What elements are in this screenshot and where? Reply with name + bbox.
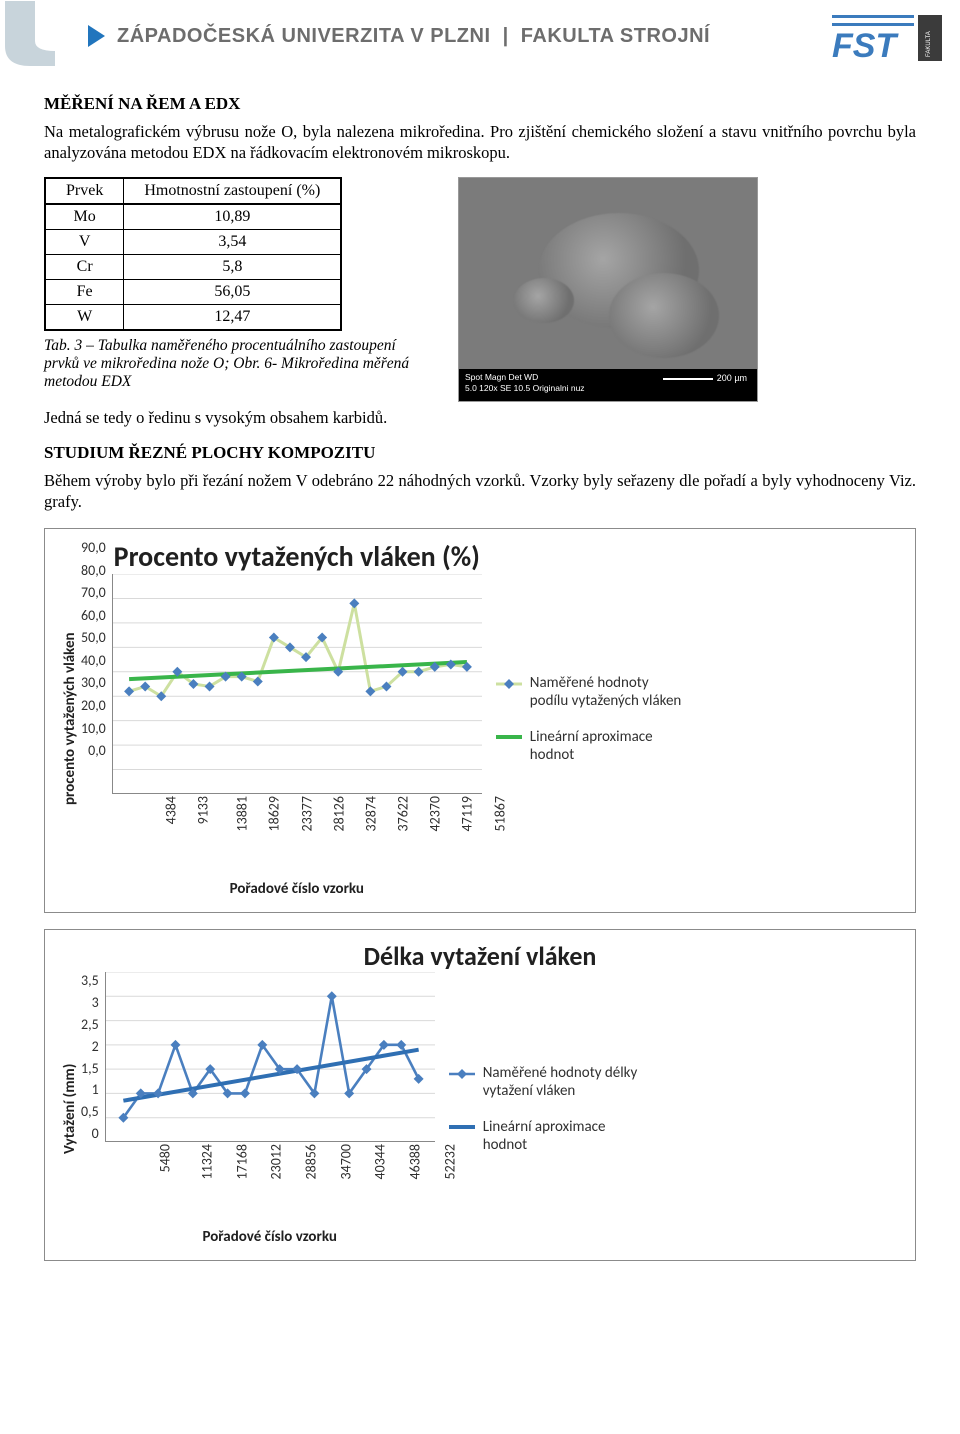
table-row: Fe56,05 — [45, 280, 341, 305]
chart1-xlabel: Pořadové číslo vzorku — [112, 880, 482, 898]
xtick-label: 47119 — [459, 796, 476, 831]
chart2-legend1: Naměřené hodnoty délky vytažení vláken — [483, 1064, 643, 1100]
cell-element: Cr — [45, 255, 124, 280]
cell-value: 5,8 — [124, 255, 341, 280]
ytick-label: 3,5 — [81, 972, 99, 989]
cell-value: 12,47 — [124, 305, 341, 331]
element-table: Prvek Hmotnostní zastoupení (%) Mo10,89V… — [44, 177, 342, 331]
xtick-label: 28856 — [302, 1144, 319, 1179]
sem-micrograph: Spot Magn Det WD 5.0 120x SE 10.5 Origin… — [458, 177, 758, 402]
xtick-label: 46388 — [407, 1144, 424, 1179]
ytick-label: 3 — [81, 994, 99, 1011]
table-caption: Tab. 3 – Tabulka naměřeného procentuální… — [44, 337, 424, 391]
xtick-label: 11324 — [198, 1144, 215, 1179]
header-university: ZÁPADOČESKÁ UNIVERZITA V PLZNI — [117, 25, 491, 47]
page-header: ZÁPADOČESKÁ UNIVERZITA V PLZNI | FAKULTA… — [0, 0, 960, 72]
paragraph-samples: Během výroby bylo při řezání nožem V ode… — [44, 471, 916, 512]
header-title: ZÁPADOČESKÁ UNIVERZITA V PLZNI | FAKULTA… — [117, 25, 710, 48]
ytick-label: 40,0 — [81, 652, 106, 669]
chart2-xticks: 5480113241716823012288563470040344463885… — [105, 1142, 435, 1202]
sem-scale-label: 200 µm — [717, 373, 747, 384]
xtick-label: 13881 — [234, 796, 251, 831]
ytick-label: 1 — [81, 1081, 99, 1098]
cell-element: W — [45, 305, 124, 331]
legend-line-icon — [449, 1125, 475, 1129]
xtick-label: 37622 — [395, 796, 412, 831]
ytick-label: 30,0 — [81, 674, 106, 691]
chart2-xlabel: Pořadové číslo vzorku — [105, 1228, 435, 1246]
chart1-title: Procento vytažených vláken (%) — [112, 539, 482, 574]
header-faculty: FAKULTA STROJNÍ — [521, 25, 710, 47]
ytick-label: 90,0 — [81, 539, 106, 556]
xtick-label: 51867 — [491, 796, 508, 831]
chart1-xticks: 4384 9133 13881 18629 23377 28126 32874 37622 42… — [112, 794, 482, 854]
cell-value: 10,89 — [124, 204, 341, 230]
section-title-composite: STUDIUM ŘEZNÉ PLOCHY KOMPOZITU — [44, 443, 916, 463]
section-title-measurement: MĚŘENÍ NA ŘEM A EDX — [44, 94, 916, 114]
table-header-mass: Hmotnostní zastoupení (%) — [124, 178, 341, 204]
cell-element: Fe — [45, 280, 124, 305]
xtick-label: 52232 — [441, 1144, 458, 1179]
chart1-plot — [112, 574, 482, 794]
ytick-label: 1,5 — [81, 1060, 99, 1077]
sem-info-bar: Spot Magn Det WD 5.0 120x SE 10.5 Origin… — [459, 369, 757, 401]
university-logo-icon — [0, 1, 70, 71]
table-header-element: Prvek — [45, 178, 124, 204]
fst-logo-icon: FST FAKULTA — [832, 7, 942, 65]
xtick-label: 9133 — [194, 796, 211, 824]
xtick-label: 40344 — [372, 1144, 389, 1179]
xtick-label: 23012 — [268, 1144, 285, 1179]
svg-text:FAKULTA: FAKULTA — [926, 31, 932, 57]
ytick-label: 2 — [81, 1038, 99, 1055]
chart-percent-fibers: procento vytažených vláken 90,0 80,0 70,0 6… — [44, 528, 916, 913]
paragraph-intro: Na metalografickém výbrusu nože O, byla … — [44, 122, 916, 163]
xtick-label: 28126 — [330, 796, 347, 831]
chart1-yticks: 90,0 80,0 70,0 60,0 50,0 40,0 30,0 20,0 10,0 0,0 — [81, 539, 112, 759]
ytick-label: 70,0 — [81, 584, 106, 601]
cell-element: V — [45, 230, 124, 255]
chart2-legend: Naměřené hodnoty délky vytažení vláken L… — [435, 972, 643, 1246]
chart1-legend: Naměřené hodnoty podílu vytažených vláke… — [482, 539, 690, 898]
triangle-icon — [88, 25, 105, 47]
legend-marker-icon — [496, 677, 522, 691]
table-row: Cr5,8 — [45, 255, 341, 280]
chart2-plot — [105, 972, 435, 1142]
ytick-label: 50,0 — [81, 629, 106, 646]
table-row: Mo10,89 — [45, 204, 341, 230]
ytick-label: 0,5 — [81, 1103, 99, 1120]
svg-text:FST: FST — [832, 27, 899, 65]
xtick-label: 5480 — [156, 1144, 173, 1172]
table-row: V3,54 — [45, 230, 341, 255]
ytick-label: 20,0 — [81, 697, 106, 714]
cell-element: Mo — [45, 204, 124, 230]
xtick-label: 32874 — [362, 796, 379, 831]
table-row: W12,47 — [45, 305, 341, 331]
ytick-label: 0,0 — [81, 742, 106, 759]
sem-scale-bar: 200 µm — [663, 373, 747, 384]
chart2-legend2: Lineární aproximace hodnot — [483, 1118, 643, 1154]
paragraph-carbides: Jedná se tedy o ředinu s vysokým obsahem… — [44, 408, 916, 429]
chart1-legend2: Lineární aproximace hodnot — [530, 728, 690, 764]
xtick-label: 23377 — [298, 796, 315, 831]
xtick-label: 17168 — [233, 1144, 250, 1179]
chart2-yticks: 3,5 3 2,5 2 1,5 1 0,5 0 — [81, 972, 105, 1142]
xtick-label: 4384 — [162, 796, 179, 824]
ytick-label: 60,0 — [81, 607, 106, 624]
legend-line-icon — [496, 735, 522, 739]
legend-marker-icon — [449, 1067, 475, 1081]
ytick-label: 2,5 — [81, 1016, 99, 1033]
chart1-legend1: Naměřené hodnoty podílu vytažených vláke… — [530, 674, 690, 710]
xtick-label: 18629 — [266, 796, 283, 831]
chart2-title: Délka vytažení vláken — [59, 940, 901, 972]
ytick-label: 10,0 — [81, 720, 106, 737]
cell-value: 3,54 — [124, 230, 341, 255]
chart1-ylabel: procento vytažených vláken — [59, 539, 81, 898]
xtick-label: 34700 — [337, 1144, 354, 1179]
cell-value: 56,05 — [124, 280, 341, 305]
ytick-label: 0 — [81, 1125, 99, 1142]
chart2-ylabel: Vytažení (mm) — [59, 972, 81, 1246]
chart-length-fibers: Délka vytažení vláken Vytažení (mm) 3,53… — [44, 929, 916, 1261]
ytick-label: 80,0 — [81, 562, 106, 579]
xtick-label: 42370 — [427, 796, 444, 831]
